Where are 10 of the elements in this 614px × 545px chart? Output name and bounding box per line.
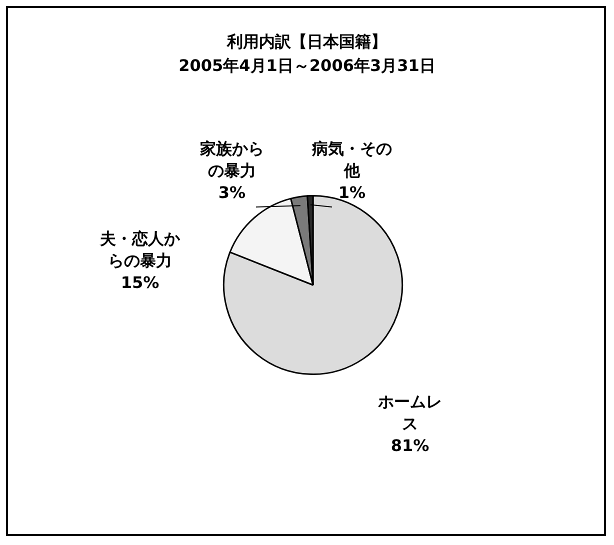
- slice-label: ホームレス: [377, 392, 442, 434]
- slice-label: 夫・恋人からの暴力: [99, 229, 181, 270]
- data-label: 81%: [390, 436, 430, 456]
- chart-title: 利用内訳【日本国籍】: [226, 31, 388, 53]
- slice-label: 家族からの暴力: [199, 139, 264, 180]
- slice-label: 病気・その他: [311, 139, 392, 180]
- data-label: 3%: [218, 183, 246, 202]
- data-label: 1%: [338, 183, 366, 202]
- chart-subtitle: 2005年4月1日～2006年3月31日: [178, 55, 436, 77]
- data-label: 15%: [120, 273, 160, 292]
